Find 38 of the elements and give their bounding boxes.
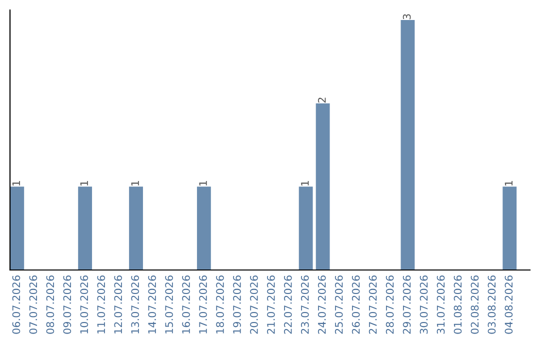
- x-tick-label: 18.07.2026: [216, 276, 224, 334]
- x-tick-label: 17.07.2026: [199, 276, 207, 334]
- x-tick-label: 22.07.2026: [284, 276, 292, 334]
- x-tick-label: 10.07.2026: [80, 276, 88, 334]
- data-label: 1: [301, 181, 309, 186]
- x-tick-label: 16.07.2026: [182, 276, 190, 334]
- x-tick-label: 23.07.2026: [300, 276, 309, 334]
- x-tick-label: 30.07.2026: [420, 276, 428, 334]
- data-label: 1: [80, 181, 88, 186]
- x-tick-label: 14.07.2026: [148, 276, 156, 334]
- x-tick-label: 21.07.2026: [267, 276, 275, 334]
- x-tick-label: 19.07.2026: [233, 276, 241, 334]
- data-label: 1: [199, 181, 207, 186]
- x-tick-label: 24.07.2026: [318, 276, 326, 334]
- data-label: 1: [131, 181, 139, 186]
- x-tick-label: 01.08.2026: [454, 276, 462, 334]
- x-tick-label: 02.08.2026: [470, 276, 479, 334]
- x-tick-label: 28.07.2026: [386, 276, 394, 334]
- x-tick-label: 07.07.2026: [29, 276, 38, 334]
- x-tick-label: 20.07.2026: [250, 276, 258, 334]
- x-tick-label: 26.07.2026: [352, 276, 360, 334]
- x-tick-label: 27.07.2026: [368, 276, 377, 334]
- x-tick-label: 31.07.2026: [436, 276, 445, 334]
- x-tick-label: 15.07.2026: [165, 276, 173, 334]
- x-tick-label: 03.08.2026: [488, 276, 496, 334]
- x-tick-label: 11.07.2026: [97, 276, 106, 334]
- x-tick-label: 04.08.2026: [504, 276, 513, 334]
- x-tick-label: 12.07.2026: [114, 276, 122, 334]
- x-tick-label: 06.07.2026: [12, 276, 20, 334]
- x-tick-label: 25.07.2026: [334, 276, 343, 334]
- x-tick-label: 09.07.2026: [63, 276, 72, 334]
- data-label: 2: [318, 98, 326, 103]
- x-tick-label: 29.07.2026: [402, 276, 411, 334]
- data-label: 1: [504, 181, 512, 186]
- x-tick-label: 13.07.2026: [131, 276, 140, 334]
- x-tick-label: 08.07.2026: [46, 276, 54, 334]
- data-label: 3: [402, 14, 411, 20]
- data-label: 1: [12, 181, 20, 186]
